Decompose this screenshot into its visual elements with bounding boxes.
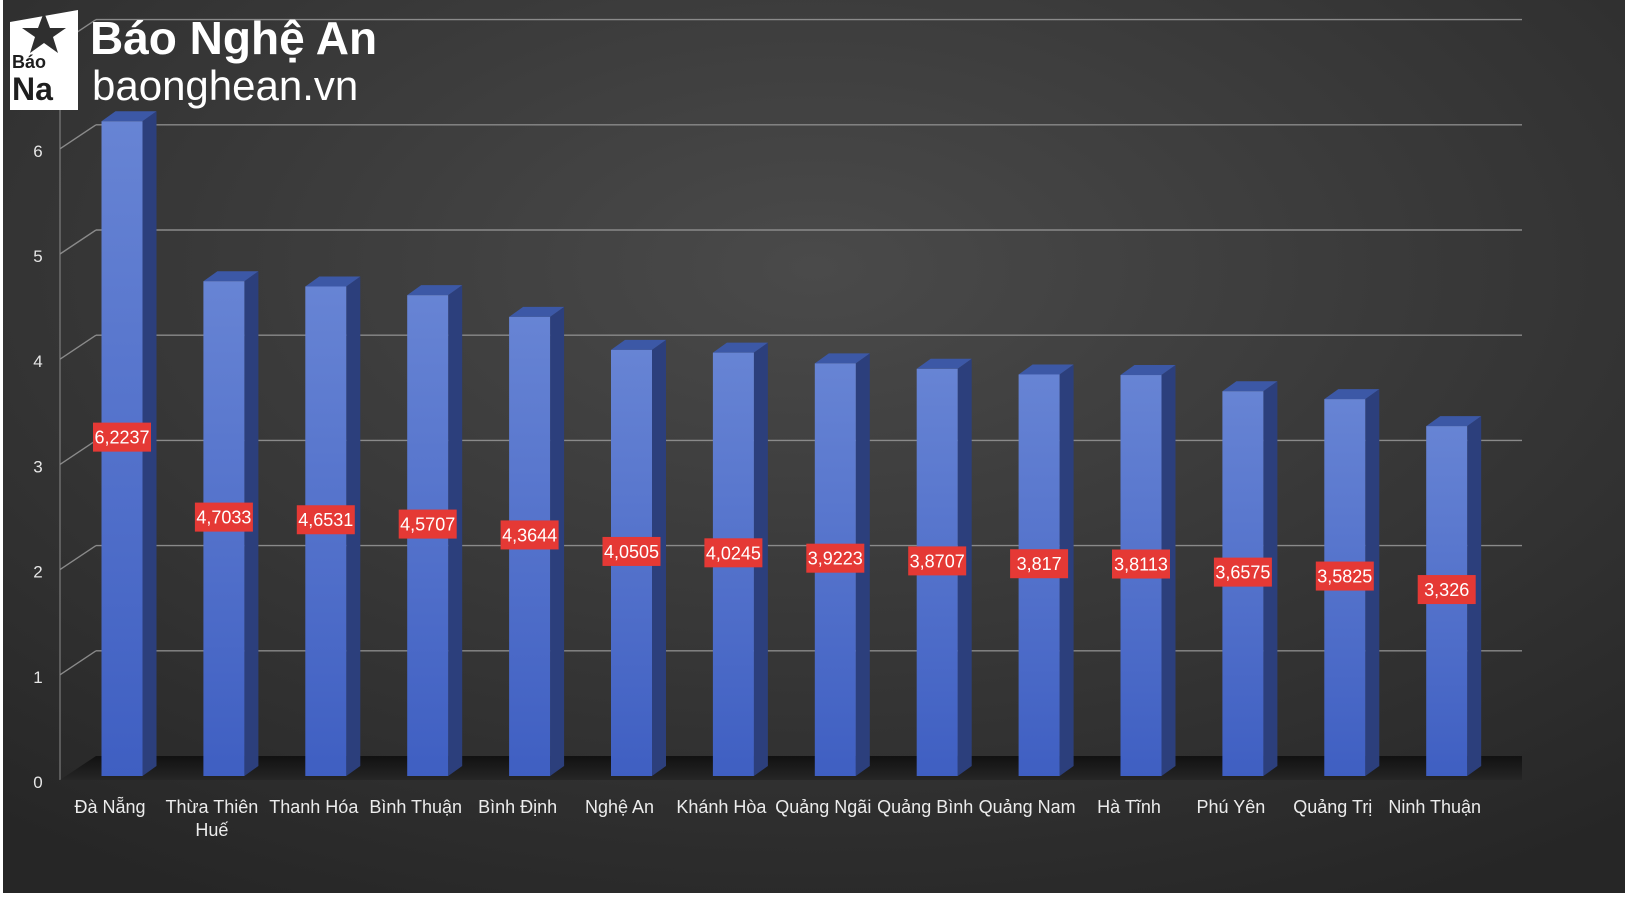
data-label: 4,0505 xyxy=(602,536,661,566)
data-label-text: 3,8113 xyxy=(1114,555,1168,575)
data-label-text: 6,2237 xyxy=(94,428,149,448)
data-label-box xyxy=(602,536,661,566)
data-label-text: 3,6575 xyxy=(1215,563,1270,583)
y-tick-label: 1 xyxy=(33,668,42,687)
x-tick-label: Đà Nẵng xyxy=(74,797,145,817)
data-label-box xyxy=(1010,549,1069,579)
floor-plane xyxy=(60,756,1522,780)
bar-top xyxy=(1018,364,1074,375)
gridline-side xyxy=(59,545,97,571)
brand-url: baonghean.vn xyxy=(92,62,358,109)
data-label-text: 4,0245 xyxy=(706,543,761,563)
data-label-box xyxy=(1417,575,1476,605)
x-tick-label: Hà Tĩnh xyxy=(1097,797,1161,817)
x-tick-label: Phú Yên xyxy=(1197,797,1266,817)
data-label-box xyxy=(398,509,457,539)
data-label: 3,9223 xyxy=(806,543,865,573)
data-label: 4,6531 xyxy=(296,505,355,535)
data-label-text: 3,8707 xyxy=(910,551,965,571)
bar-top xyxy=(611,339,666,350)
data-label-box xyxy=(93,422,151,452)
data-label-text: 3,5825 xyxy=(1317,567,1372,587)
brand-logo: Báo Na Báo Nghệ An baonghean.vn xyxy=(10,10,377,110)
data-label-text: 3,326 xyxy=(1424,580,1469,600)
x-tick-label: Bình Thuận xyxy=(369,797,462,817)
data-label-text: 4,5707 xyxy=(400,515,455,535)
x-tick-label: Quảng Nam xyxy=(979,797,1076,817)
data-label: 3,326 xyxy=(1417,575,1476,605)
logo-text-bottom: Na xyxy=(12,71,53,107)
data-label-box xyxy=(500,520,559,550)
x-tick-label: Quảng Ngãi xyxy=(775,797,871,817)
data-label-text: 3,817 xyxy=(1017,554,1062,574)
y-tick-label: 3 xyxy=(33,457,42,476)
data-label-text: 4,7033 xyxy=(196,508,251,528)
y-tick-label: 5 xyxy=(33,247,42,266)
logo-mark: Báo Na xyxy=(10,10,78,110)
data-label: 3,8707 xyxy=(908,546,967,576)
bar-top xyxy=(101,111,157,122)
bar-top xyxy=(1120,365,1176,376)
gridline-side xyxy=(59,124,97,150)
data-label-text: 4,0505 xyxy=(604,542,659,562)
data-label-box xyxy=(194,502,253,532)
data-label-box xyxy=(1112,549,1170,579)
bar-top xyxy=(1426,416,1482,427)
bar-top xyxy=(916,358,972,369)
x-tick-label: Bình Định xyxy=(478,797,557,817)
bar-top xyxy=(712,342,768,353)
y-tick-label: 2 xyxy=(33,563,42,582)
data-label-text: 3,9223 xyxy=(808,549,863,569)
x-axis-labels: Đà Nẵng Thừa Thiên Huế Thanh Hóa Bình Thuận B… xyxy=(74,797,1481,840)
data-label-text: 4,6531 xyxy=(298,510,353,530)
data-label-text: 4,3644 xyxy=(502,525,557,545)
x-tick-label: Quảng Bình xyxy=(877,797,973,817)
data-label: 4,5707 xyxy=(398,509,457,539)
gridline-side xyxy=(59,229,97,255)
x-tick-label-line2: Huế xyxy=(195,820,228,840)
data-label-box xyxy=(908,546,967,576)
x-tick-label: Khánh Hòa xyxy=(676,797,767,817)
brand-title: Báo Nghệ An xyxy=(90,12,377,64)
y-tick-label: 4 xyxy=(33,352,42,371)
chart-floor xyxy=(60,756,1522,780)
gridline-side xyxy=(59,334,97,360)
x-tick-label: Thanh Hóa xyxy=(269,797,359,817)
data-label-box xyxy=(296,505,355,535)
data-label: 3,8113 xyxy=(1112,549,1170,579)
bar-top xyxy=(203,271,259,282)
y-tick-label: 6 xyxy=(33,142,42,161)
gridline-side xyxy=(59,439,97,465)
data-label: 3,5825 xyxy=(1315,561,1374,591)
x-tick-label: Thừa Thiên xyxy=(166,797,259,817)
x-tick-label: Quảng Trị xyxy=(1293,797,1372,817)
data-labels: 6,2237 4,7033 4,6531 4,5707 4,3644 4,0505 4,02… xyxy=(93,422,1476,605)
data-label: 6,2237 xyxy=(93,422,151,452)
y-tick-label: 0 xyxy=(33,773,42,792)
x-tick-label: Ninh Thuận xyxy=(1388,797,1481,817)
data-label: 3,6575 xyxy=(1213,557,1272,587)
data-label-box xyxy=(1315,561,1374,591)
bar-top xyxy=(814,353,870,364)
data-label: 4,7033 xyxy=(194,502,253,532)
data-label-box xyxy=(704,538,763,568)
logo-text-top: Báo xyxy=(12,52,46,72)
data-label: 3,817 xyxy=(1010,549,1069,579)
x-tick-label: Nghệ An xyxy=(585,797,654,817)
data-label-box xyxy=(1213,557,1272,587)
bar-top xyxy=(305,276,361,287)
bar-top xyxy=(407,285,463,296)
bar-top xyxy=(509,306,565,317)
bar-top xyxy=(1324,389,1380,400)
gridline-side xyxy=(59,650,97,676)
data-label-box xyxy=(806,543,865,573)
bar-top xyxy=(1222,381,1278,392)
data-label: 4,3644 xyxy=(500,520,559,550)
data-label: 4,0245 xyxy=(704,538,763,568)
